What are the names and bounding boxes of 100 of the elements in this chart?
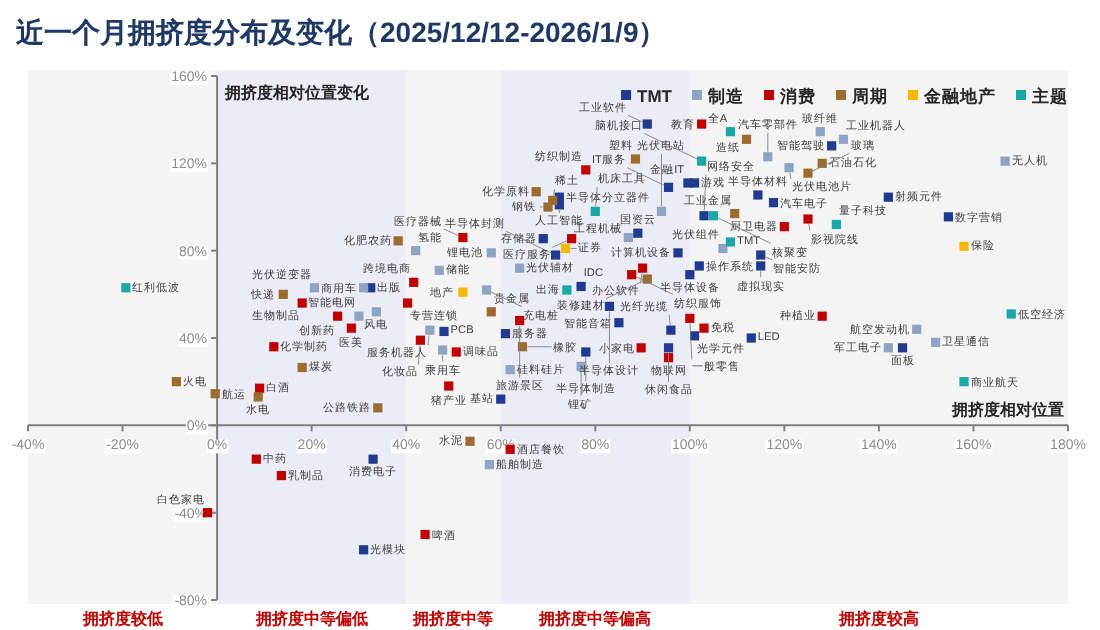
band-label: 拥挤度较高 bbox=[836, 608, 919, 628]
point bbox=[663, 343, 674, 353]
point bbox=[309, 283, 320, 293]
band-label: 拥挤度较低 bbox=[80, 608, 163, 628]
point bbox=[560, 243, 571, 254]
point bbox=[1000, 156, 1010, 166]
point bbox=[943, 212, 953, 222]
point bbox=[425, 325, 435, 335]
point bbox=[486, 307, 496, 317]
point bbox=[251, 454, 261, 464]
point bbox=[373, 403, 383, 413]
point bbox=[1006, 309, 1016, 319]
band-label: 拥挤度中等偏低 bbox=[253, 608, 368, 628]
point bbox=[505, 365, 515, 375]
point bbox=[562, 285, 572, 295]
point bbox=[346, 323, 356, 333]
point bbox=[581, 165, 591, 175]
point bbox=[746, 333, 756, 343]
point bbox=[486, 248, 496, 258]
point bbox=[685, 313, 695, 323]
point bbox=[730, 208, 740, 219]
point bbox=[297, 298, 307, 308]
band-label: 拥挤度中等偏高 bbox=[537, 608, 652, 628]
point bbox=[931, 337, 941, 347]
point bbox=[371, 307, 381, 317]
point bbox=[656, 206, 667, 216]
point bbox=[756, 250, 766, 260]
point bbox=[636, 343, 646, 353]
point bbox=[897, 343, 908, 353]
point bbox=[437, 345, 448, 355]
point bbox=[515, 263, 525, 273]
point bbox=[614, 318, 624, 328]
point bbox=[415, 335, 425, 345]
point bbox=[278, 289, 288, 299]
point bbox=[121, 283, 131, 293]
point bbox=[694, 261, 704, 271]
point bbox=[838, 134, 849, 144]
point bbox=[689, 178, 700, 188]
legend-label: 制造 bbox=[706, 86, 746, 106]
point bbox=[784, 163, 794, 173]
point bbox=[590, 206, 600, 216]
point bbox=[663, 182, 674, 192]
legend-label: 周期 bbox=[850, 86, 888, 106]
point bbox=[481, 285, 492, 295]
point bbox=[666, 325, 676, 335]
point bbox=[699, 323, 709, 333]
point bbox=[803, 214, 813, 224]
point bbox=[604, 301, 615, 311]
point bbox=[630, 154, 641, 164]
point bbox=[756, 261, 766, 271]
point bbox=[484, 460, 494, 470]
point bbox=[253, 392, 263, 402]
point bbox=[444, 381, 454, 391]
point bbox=[633, 228, 643, 238]
point bbox=[420, 529, 430, 540]
x-axis-title: 拥挤度相对位置 bbox=[950, 399, 1064, 420]
point bbox=[411, 246, 421, 256]
point bbox=[912, 324, 922, 334]
point bbox=[883, 343, 893, 353]
point bbox=[959, 377, 969, 387]
point bbox=[753, 190, 763, 200]
point bbox=[458, 287, 468, 297]
point bbox=[409, 277, 419, 287]
point bbox=[354, 311, 364, 321]
point bbox=[697, 119, 707, 129]
point bbox=[763, 152, 773, 162]
point bbox=[623, 232, 633, 243]
point bbox=[699, 211, 709, 221]
point bbox=[581, 347, 591, 357]
band-label: 拥挤度中等 bbox=[411, 608, 494, 628]
point bbox=[708, 211, 719, 221]
point bbox=[171, 377, 182, 387]
point bbox=[741, 134, 752, 144]
point bbox=[458, 232, 468, 243]
point bbox=[496, 394, 506, 404]
point bbox=[725, 237, 736, 247]
point bbox=[779, 222, 789, 232]
point bbox=[718, 243, 728, 254]
point bbox=[276, 470, 286, 481]
point bbox=[359, 283, 369, 293]
point bbox=[637, 263, 648, 273]
point bbox=[831, 219, 841, 230]
point bbox=[642, 119, 652, 129]
point bbox=[627, 270, 637, 280]
point bbox=[673, 248, 683, 258]
y-axis-title: 拥挤度相对位置变化 bbox=[223, 82, 372, 102]
point bbox=[567, 234, 577, 244]
point bbox=[515, 315, 525, 326]
point bbox=[393, 236, 403, 246]
point bbox=[439, 326, 449, 337]
point bbox=[883, 192, 893, 202]
point bbox=[297, 362, 307, 373]
point bbox=[500, 329, 511, 339]
point bbox=[725, 127, 736, 137]
point bbox=[685, 270, 695, 280]
point bbox=[817, 311, 827, 321]
point bbox=[434, 265, 444, 275]
point bbox=[959, 241, 969, 251]
point bbox=[368, 454, 378, 464]
legend-label: 主题 bbox=[1030, 86, 1068, 106]
